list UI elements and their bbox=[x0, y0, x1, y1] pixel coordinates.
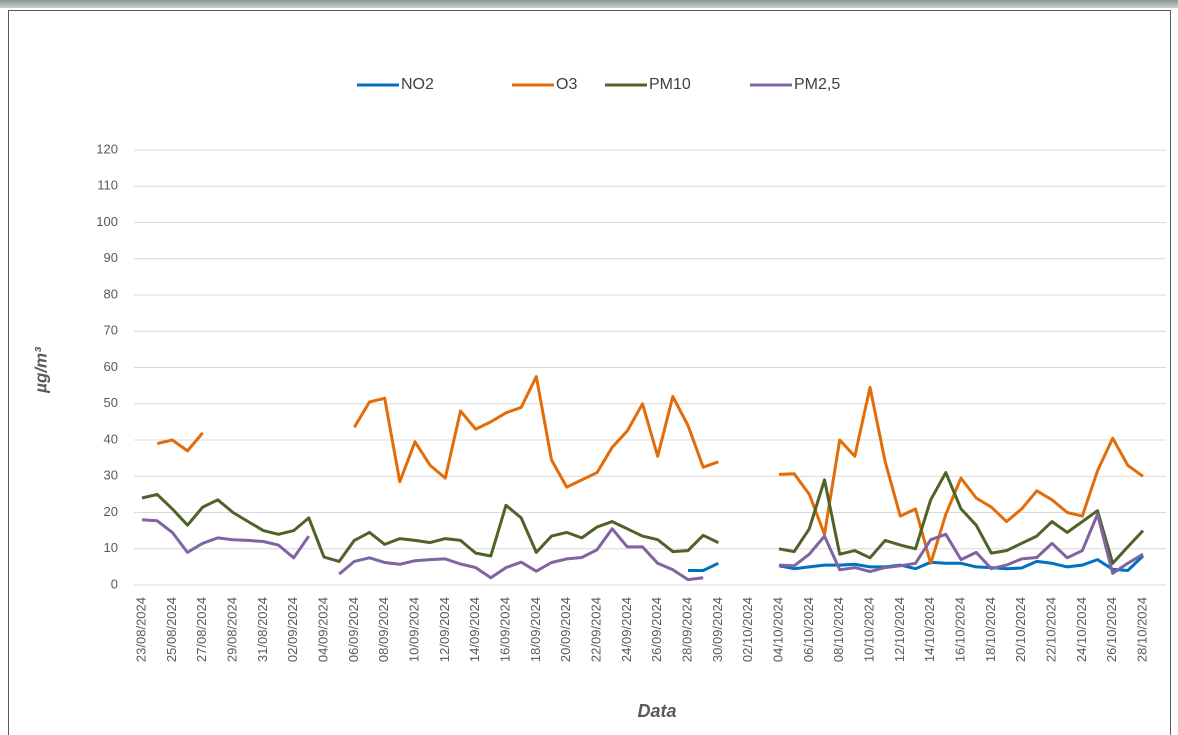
y-tick-label: 90 bbox=[104, 250, 118, 265]
x-tick-label: 25/08/2024 bbox=[164, 597, 179, 662]
y-tick-label: 60 bbox=[104, 359, 118, 374]
y-tick-label: 100 bbox=[96, 214, 118, 229]
x-tick-label: 04/09/2024 bbox=[315, 597, 330, 662]
x-tick-label: 14/10/2024 bbox=[922, 597, 937, 662]
x-tick-label: 16/10/2024 bbox=[952, 597, 967, 662]
x-tick-label: 08/09/2024 bbox=[376, 597, 391, 662]
x-tick-label: 26/10/2024 bbox=[1104, 597, 1119, 662]
y-tick-label: 0 bbox=[111, 576, 118, 591]
series-line bbox=[141, 471, 1145, 565]
y-tick-label: 70 bbox=[104, 323, 118, 338]
x-tick-label: 27/08/2024 bbox=[194, 597, 209, 662]
series-line bbox=[141, 512, 1144, 582]
legend-label: PM2,5 bbox=[794, 76, 840, 93]
legend-label: O3 bbox=[556, 76, 577, 93]
x-tick-label: 10/09/2024 bbox=[406, 597, 421, 662]
x-tick-label: 18/10/2024 bbox=[983, 597, 998, 662]
y-tick-label: 50 bbox=[104, 395, 118, 410]
legend-label: NO2 bbox=[401, 76, 434, 93]
x-tick-label: 24/09/2024 bbox=[619, 597, 634, 662]
x-tick-label: 22/09/2024 bbox=[588, 597, 603, 662]
x-tick-label: 06/09/2024 bbox=[346, 597, 361, 662]
top-bar bbox=[0, 0, 1178, 8]
x-tick-label: 28/09/2024 bbox=[679, 597, 694, 662]
legend-label: PM10 bbox=[649, 76, 691, 93]
x-tick-label: 20/10/2024 bbox=[1013, 597, 1028, 662]
x-tick-label: 06/10/2024 bbox=[801, 597, 816, 662]
x-tick-label: 02/10/2024 bbox=[740, 597, 755, 662]
frame bbox=[8, 10, 1171, 735]
x-tick-label: 12/10/2024 bbox=[892, 597, 907, 662]
x-tick-label: 30/09/2024 bbox=[710, 597, 725, 662]
y-axis-title: µg/m³ bbox=[31, 346, 50, 394]
y-tick-label: 40 bbox=[104, 431, 118, 446]
x-tick-label: 04/10/2024 bbox=[770, 597, 785, 662]
y-tick-label: 110 bbox=[97, 178, 118, 193]
y-tick-label: 10 bbox=[104, 540, 118, 555]
x-tick-label: 10/10/2024 bbox=[861, 597, 876, 662]
x-tick-label: 16/09/2024 bbox=[497, 597, 512, 662]
x-tick-label: 22/10/2024 bbox=[1043, 597, 1058, 662]
x-axis-title: Data bbox=[637, 701, 676, 721]
y-tick-label: 80 bbox=[104, 286, 118, 301]
series-line bbox=[688, 554, 1145, 572]
y-tick-label: 30 bbox=[104, 468, 118, 483]
x-tick-label: 18/09/2024 bbox=[528, 597, 543, 662]
y-tick-label: 120 bbox=[96, 141, 118, 156]
x-tick-label: 20/09/2024 bbox=[558, 597, 573, 662]
x-tick-label: 29/08/2024 bbox=[224, 597, 239, 662]
x-tick-label: 31/08/2024 bbox=[255, 597, 270, 662]
x-tick-label: 23/08/2024 bbox=[133, 597, 148, 662]
x-tick-label: 26/09/2024 bbox=[649, 597, 664, 662]
x-tick-label: 08/10/2024 bbox=[831, 597, 846, 662]
x-tick-label: 02/09/2024 bbox=[285, 597, 300, 662]
x-tick-label: 12/09/2024 bbox=[437, 597, 452, 662]
series-line bbox=[156, 375, 1144, 565]
x-tick-label: 28/10/2024 bbox=[1134, 597, 1149, 662]
y-tick-label: 20 bbox=[104, 504, 118, 519]
x-tick-label: 14/09/2024 bbox=[467, 597, 482, 662]
x-tick-label: 24/10/2024 bbox=[1074, 597, 1089, 662]
